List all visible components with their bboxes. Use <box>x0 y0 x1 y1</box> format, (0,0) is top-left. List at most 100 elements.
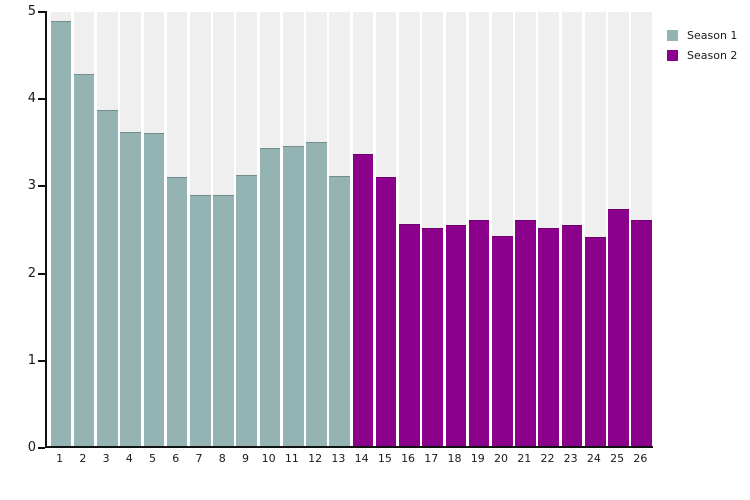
bar-13 <box>329 175 350 448</box>
bar-18 <box>445 224 467 448</box>
bar-2 <box>73 73 95 448</box>
x-tick-label: 18 <box>447 452 462 465</box>
bar-15 <box>375 176 397 448</box>
bar-14 <box>352 154 374 448</box>
legend: Season 1 Season 2 <box>667 29 737 69</box>
x-tick-label: 22 <box>540 452 555 465</box>
y-axis-line <box>45 11 47 448</box>
x-tick-label: 9 <box>241 452 249 465</box>
legend-item-season-2: Season 2 <box>667 49 737 62</box>
y-tick-label: 3 <box>27 178 36 194</box>
bar-slot <box>468 12 490 448</box>
x-tick-label: 21 <box>517 452 532 465</box>
bar-24 <box>584 236 606 448</box>
bar-26 <box>631 220 652 448</box>
x-tick-label: 5 <box>149 452 157 465</box>
bar-25 <box>608 209 629 448</box>
legend-label-season-1: Season 1 <box>687 29 738 42</box>
x-axis-line <box>45 446 653 448</box>
bar-4 <box>120 132 141 448</box>
bar-slot <box>306 12 327 448</box>
x-tick-label: 17 <box>424 452 439 465</box>
bar-9 <box>236 175 258 448</box>
x-tick-label: 12 <box>308 452 323 465</box>
plot-area <box>48 12 652 448</box>
y-tick-mark <box>38 272 45 275</box>
bar-slot <box>445 12 467 448</box>
bar-slot <box>73 12 95 448</box>
x-tick-label: 3 <box>102 452 110 465</box>
bar-22 <box>538 228 560 448</box>
bar-slot <box>189 12 211 448</box>
bar-slot <box>120 12 141 448</box>
bar-slot <box>329 12 350 448</box>
bar-slot <box>143 12 165 448</box>
bar-12 <box>306 141 327 448</box>
x-tick-label: 10 <box>261 452 276 465</box>
bar-8 <box>213 195 234 448</box>
x-tick-label: 7 <box>195 452 203 465</box>
x-tick-label: 16 <box>401 452 416 465</box>
bar-slot <box>352 12 374 448</box>
bar-slot <box>166 12 188 448</box>
season-2-swatch-icon <box>667 50 678 61</box>
bar-slot <box>538 12 560 448</box>
x-tick-label: 13 <box>331 452 346 465</box>
legend-item-season-1: Season 1 <box>667 29 737 42</box>
bar-10 <box>259 148 281 448</box>
y-tick-mark <box>38 447 45 449</box>
legend-label-season-2: Season 2 <box>687 49 738 62</box>
bar-slot <box>491 12 513 448</box>
bar-slot <box>422 12 443 448</box>
bar-3 <box>97 109 118 448</box>
x-tick-label: 6 <box>172 452 180 465</box>
y-tick-label: 2 <box>27 265 36 281</box>
bar-slot <box>213 12 234 448</box>
y-tick-label: 4 <box>27 91 36 107</box>
bar-1 <box>50 20 72 448</box>
bar-7 <box>189 195 211 448</box>
bar-6 <box>166 176 188 448</box>
bar-slot <box>561 12 583 448</box>
bar-11 <box>282 146 304 448</box>
x-tick-label: 20 <box>493 452 508 465</box>
x-tick-label: 1 <box>56 452 64 465</box>
bar-slot <box>399 12 420 448</box>
x-tick-label: 14 <box>354 452 369 465</box>
bar-5 <box>143 133 165 448</box>
y-tick-label: 0 <box>27 440 36 455</box>
x-tick-label: 8 <box>218 452 226 465</box>
bar-slot <box>282 12 304 448</box>
bar-20 <box>491 236 513 448</box>
y-tick-mark <box>38 98 45 101</box>
y-tick-label: 5 <box>27 4 36 19</box>
bar-slot <box>259 12 281 448</box>
bar-slot <box>375 12 397 448</box>
bar-16 <box>399 223 420 448</box>
x-axis-labels: 1 2 3 4 5 6 7 8 9 10 11 12 13 14 15 16 17 18 19 20 21 22 23 24 2… <box>48 452 652 468</box>
bar-17 <box>422 228 443 448</box>
x-tick-label: 15 <box>377 452 392 465</box>
bar-21 <box>515 219 536 448</box>
x-tick-label: 26 <box>633 452 648 465</box>
x-tick-label: 11 <box>284 452 299 465</box>
bar-slot <box>608 12 629 448</box>
y-tick-mark <box>38 359 45 362</box>
x-tick-label: 24 <box>586 452 601 465</box>
x-tick-label: 23 <box>563 452 578 465</box>
season-1-swatch-icon <box>667 30 678 41</box>
bar-slot <box>515 12 536 448</box>
x-tick-label: 25 <box>610 452 625 465</box>
x-tick-label: 4 <box>125 452 133 465</box>
bar-23 <box>561 224 583 448</box>
bar-slot <box>97 12 118 448</box>
bar-slot <box>50 12 72 448</box>
x-tick-label: 19 <box>470 452 485 465</box>
y-tick-label: 1 <box>27 352 36 368</box>
y-tick-mark <box>38 185 45 188</box>
bar-19 <box>468 220 490 448</box>
bar-slot <box>631 12 652 448</box>
y-tick-mark <box>38 11 45 13</box>
bar-slot <box>584 12 606 448</box>
